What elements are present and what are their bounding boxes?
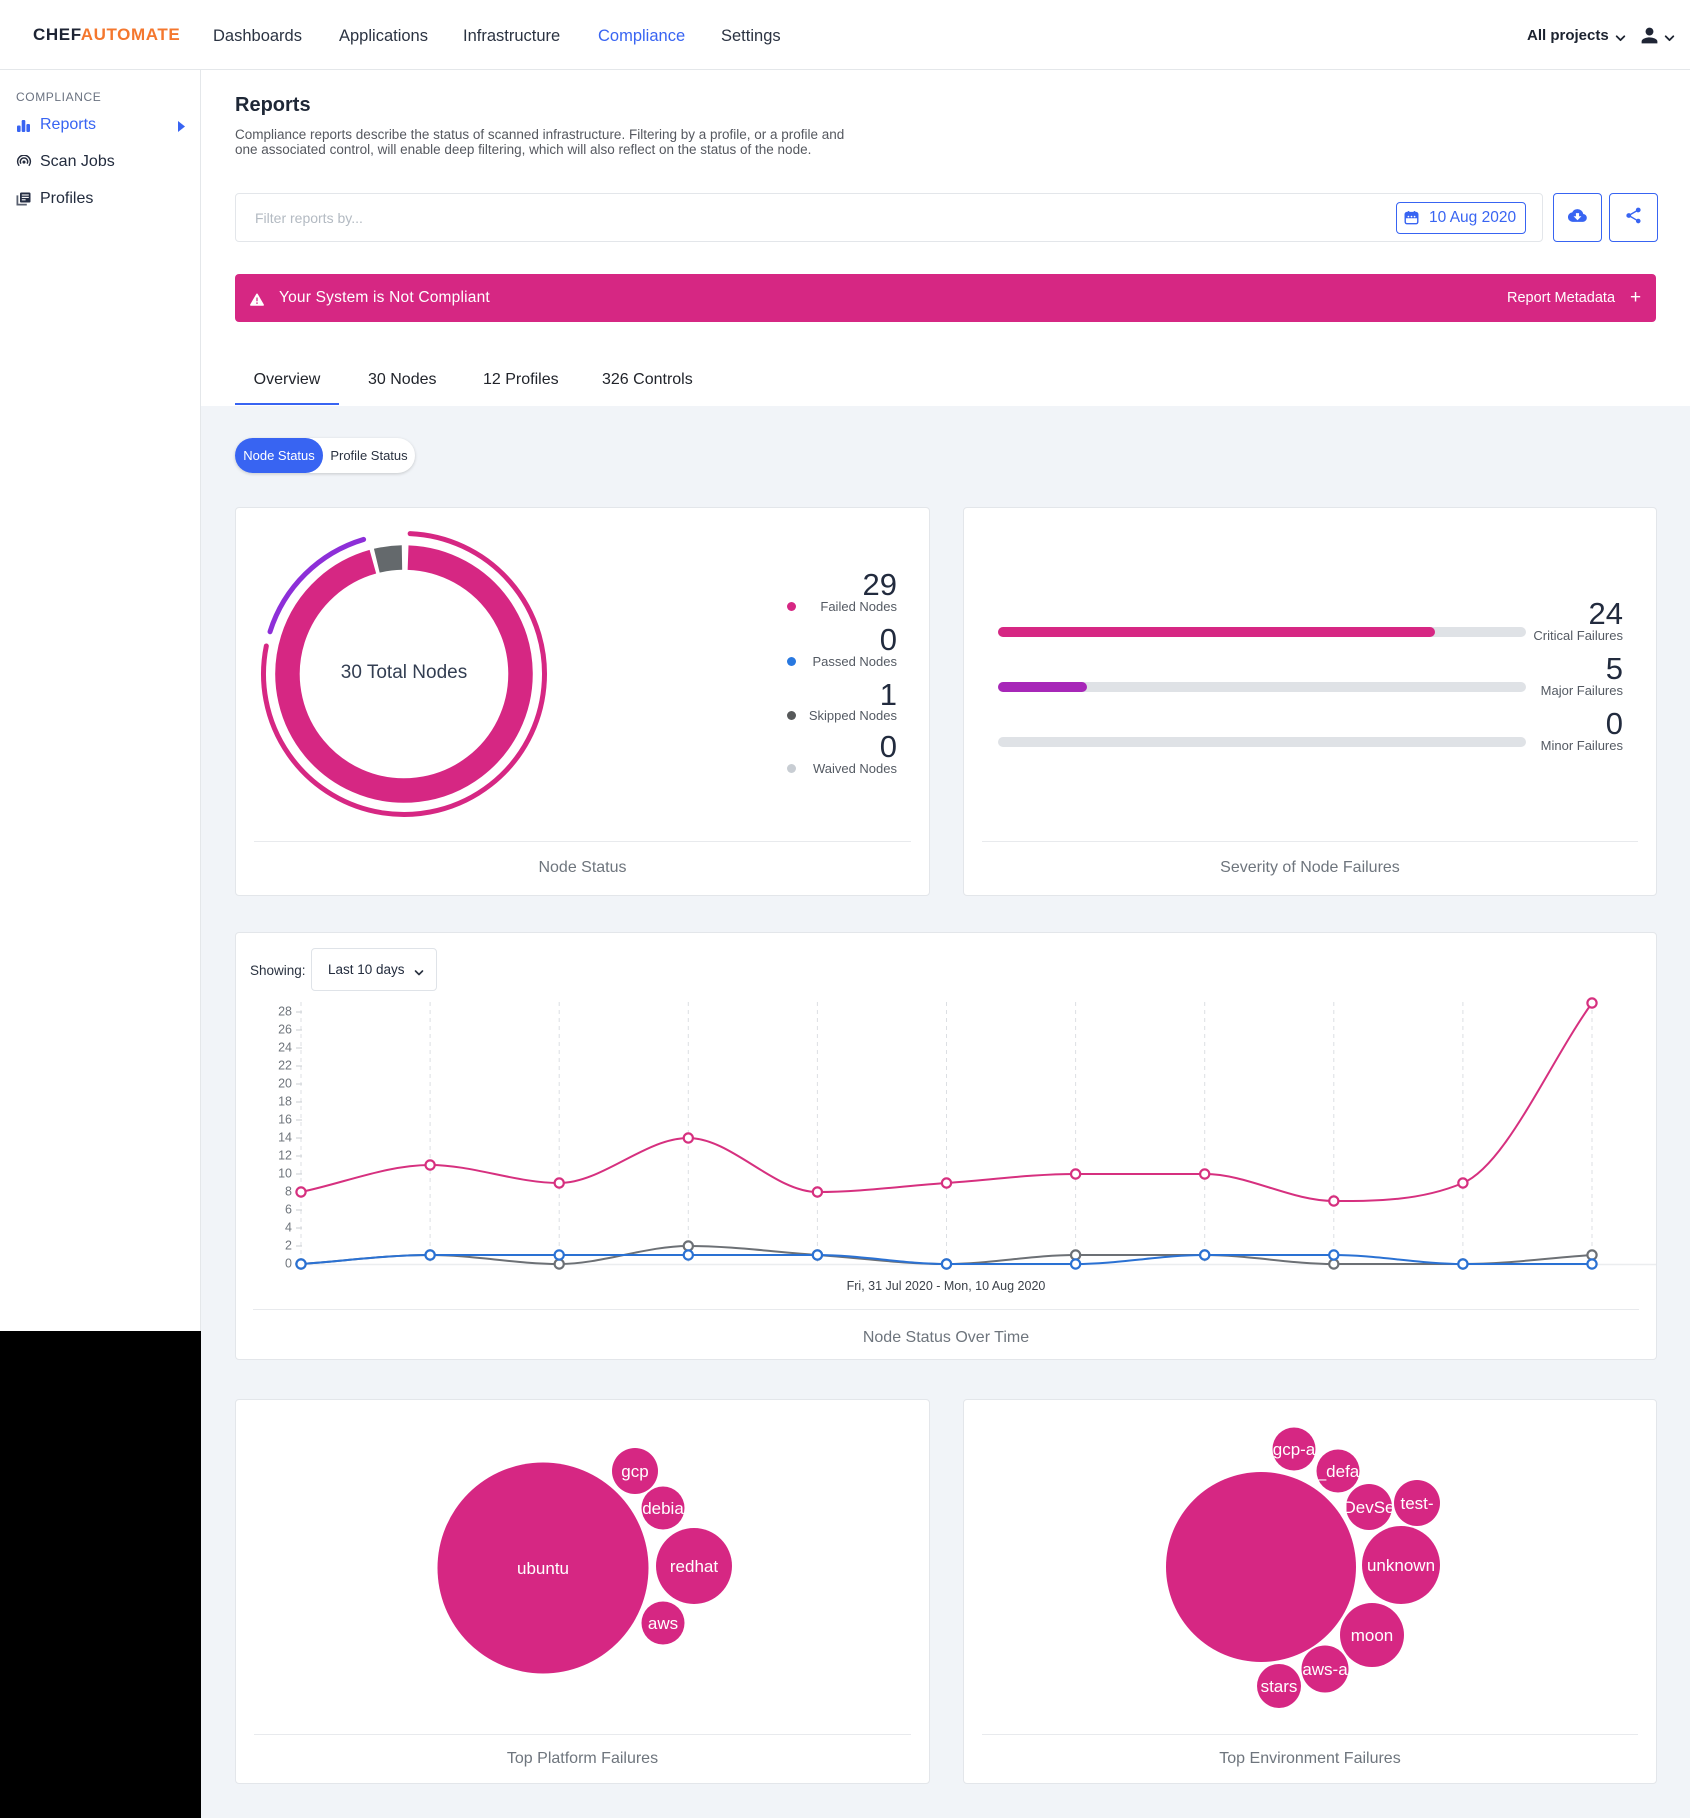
svg-text:6: 6 [285, 1203, 292, 1217]
svg-text:18: 18 [278, 1095, 292, 1109]
svg-text:16: 16 [278, 1113, 292, 1127]
svg-text:unknown: unknown [1367, 1556, 1435, 1575]
svg-text:2: 2 [285, 1239, 292, 1253]
svg-text:aws-a: aws-a [1302, 1660, 1348, 1679]
svg-text:4: 4 [285, 1221, 292, 1235]
svg-text:20: 20 [278, 1077, 292, 1091]
svg-text:14: 14 [278, 1131, 292, 1145]
svg-text:stars: stars [1261, 1677, 1298, 1696]
svg-text:22: 22 [278, 1059, 292, 1073]
svg-text:aws: aws [648, 1614, 678, 1633]
svg-text:gcp: gcp [621, 1462, 648, 1481]
svg-text:28: 28 [278, 1005, 292, 1019]
svg-text:debia: debia [642, 1499, 684, 1518]
svg-text:gcp-a: gcp-a [1273, 1440, 1316, 1459]
svg-text:0: 0 [285, 1257, 292, 1271]
svg-text:24: 24 [278, 1041, 292, 1055]
svg-text:test-: test- [1400, 1494, 1433, 1513]
svg-text:redhat: redhat [670, 1557, 718, 1576]
svg-text:_defa: _defa [1316, 1462, 1360, 1481]
svg-text:10: 10 [278, 1167, 292, 1181]
svg-text:8: 8 [285, 1185, 292, 1199]
svg-text:12: 12 [278, 1149, 292, 1163]
svg-text:26: 26 [278, 1023, 292, 1037]
svg-text:moon: moon [1351, 1626, 1394, 1645]
svg-text:ubuntu: ubuntu [517, 1559, 569, 1578]
svg-text:DevSe: DevSe [1343, 1498, 1394, 1517]
